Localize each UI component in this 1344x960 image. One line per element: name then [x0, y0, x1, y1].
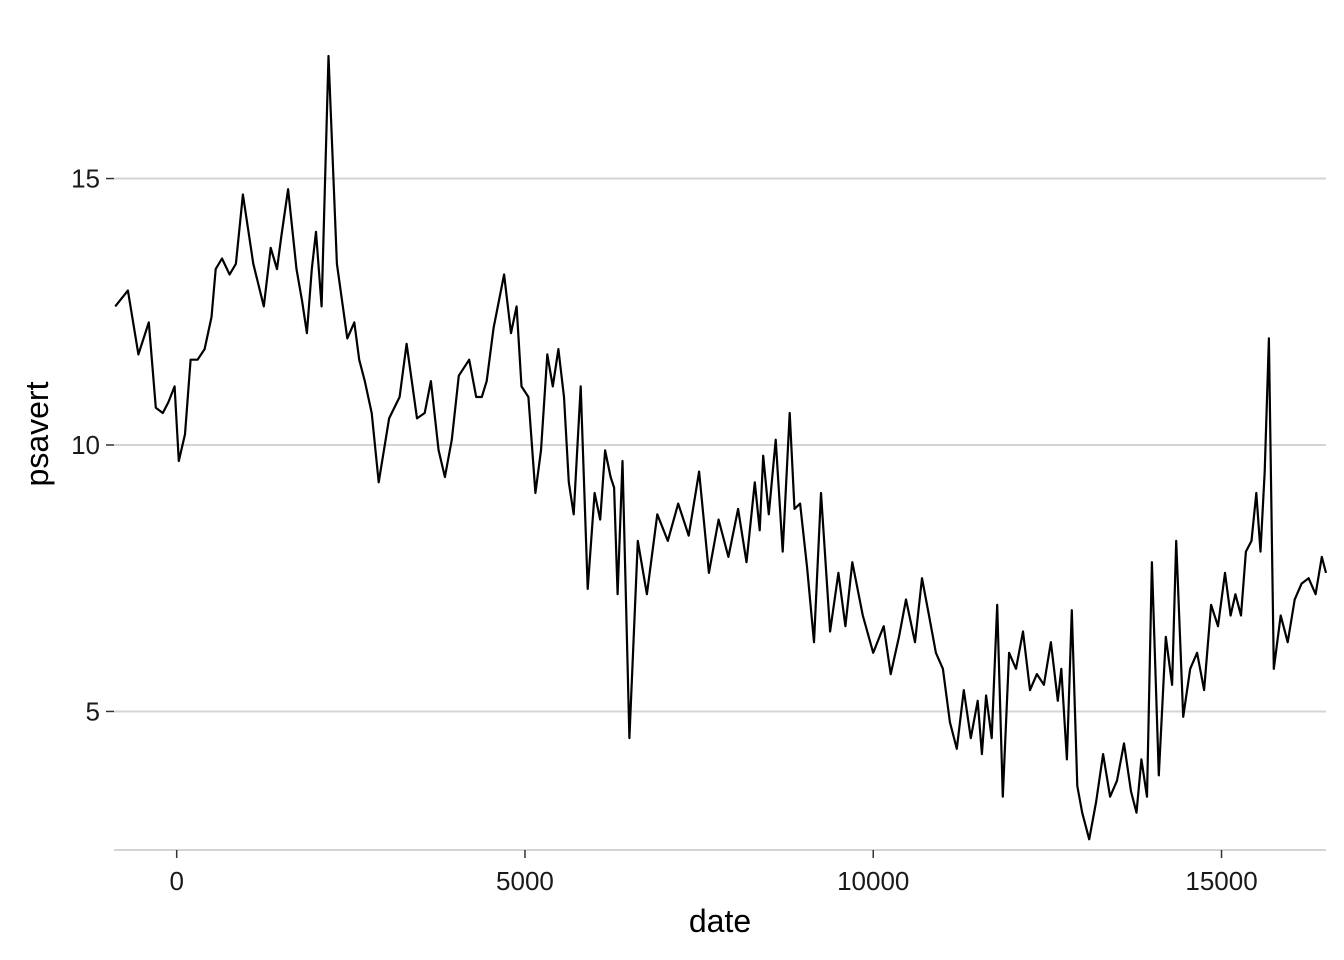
y-tick-label: 5	[86, 696, 100, 726]
series-layer	[114, 54, 1328, 841]
x-tick-label: 10000	[837, 866, 909, 896]
y-tick-label: 15	[71, 164, 100, 194]
tick-labels: 5 10 15 0 5000 10000 15000	[71, 164, 1258, 896]
y-tick-label: 10	[71, 430, 100, 460]
axes	[106, 177, 1326, 858]
x-tick-label: 0	[169, 866, 183, 896]
series-line-0	[114, 54, 1328, 841]
x-tick-label: 5000	[496, 866, 554, 896]
y-axis-title: psavert	[19, 381, 55, 486]
gridlines	[114, 177, 1326, 713]
x-axis-title: date	[689, 903, 751, 939]
x-tick-label: 15000	[1185, 866, 1257, 896]
